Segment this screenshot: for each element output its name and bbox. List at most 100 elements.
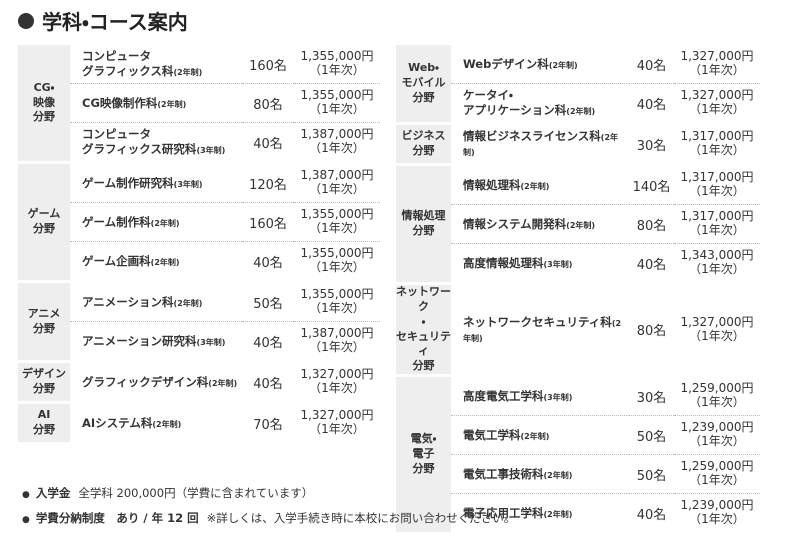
fee: 1,355,000円	[300, 49, 374, 64]
course-name-cell: ゲーム企画科(2年制)	[70, 241, 242, 283]
capacity: 50名	[242, 281, 294, 322]
course-name-cell: ゲーム制作研究科(3年制)	[70, 162, 242, 203]
course-name: 電気工事技術科	[463, 466, 544, 481]
course-term: (2年制)	[548, 60, 578, 70]
capacity: 30名	[629, 375, 674, 417]
field-cell: AI 分野	[18, 402, 70, 445]
fee-cell: 1,239,000円 （1年次）	[674, 493, 760, 536]
course-row: 電気工事技術科(2年制) 50名 1,259,000円 （1年次）	[396, 454, 760, 495]
note-text: 全学科 200,000円（学費に含まれています）	[78, 486, 314, 500]
fee-cell: 1,327,000円 （1年次）	[674, 83, 760, 125]
field-cell: ゲーム 分野	[18, 162, 70, 283]
capacity: 40名	[242, 361, 294, 404]
course-name-cell: ゲーム制作科(2年制)	[70, 202, 242, 242]
course-name: ゲーム制作科	[82, 214, 151, 229]
course-row: アニメーション研究科(3年制) 40名 1,387,000円 （1年次）	[18, 321, 380, 363]
capacity: 40名	[242, 241, 294, 283]
course-name-cell: コンピュータ グラフィックス科(2年制)	[70, 45, 242, 84]
course-row: Web・ モバイル 分野 Webデザイン科(2年制) 40名 1,327,000円 （1…	[396, 45, 760, 125]
course-name-cell: 電気工学科(2年制)	[451, 415, 629, 456]
note-text: ※詳しくは、入学手続き時に本校にお問い合わせください。	[206, 511, 516, 525]
fee-cell: 1,355,000円 （1年次）	[294, 83, 380, 123]
fee-year: （1年次）	[689, 473, 745, 488]
fee-year: （1年次）	[689, 328, 745, 343]
course-name: ゲーム企画科	[82, 253, 151, 268]
fee-year: （1年次）	[689, 434, 745, 449]
course-name: アニメーション科	[82, 294, 174, 309]
course-name-cell: AIシステム科(2年制)	[70, 402, 242, 445]
fee: 1,239,000円	[680, 420, 754, 435]
course-name-cell: 高度情報処理科(3年制)	[451, 243, 629, 285]
capacity: 40名	[242, 122, 294, 164]
fee-cell: 1,327,000円 （1年次）	[294, 361, 380, 404]
course-name: ケータイ・ アプリケーション科	[463, 88, 567, 117]
course-name-cell: 情報処理科(2年制)	[451, 164, 629, 205]
fee: 1,355,000円	[300, 88, 374, 103]
course-row: ケータイ・ アプリケーション科(2年制) 40名 1,327,000円 （1年次）	[396, 83, 760, 125]
capacity: 50名	[629, 454, 674, 495]
fee-year: （1年次）	[309, 221, 365, 235]
course-name: AIシステム科	[82, 415, 153, 430]
course-row: 電気・ 電子 分野 高度電気工学科(3年制) 30名 1,259,000円 （1年次）	[396, 375, 760, 536]
course-term: (3年制)	[196, 337, 226, 347]
fee: 1,355,000円	[300, 287, 374, 302]
fee-year: （1年次）	[689, 223, 745, 237]
course-term: (2年制)	[520, 181, 550, 191]
field-cell: ネットワーク ・ セキュリティ 分野	[396, 283, 451, 378]
course-name-cell: コンピュータ グラフィックス研究科(3年制)	[70, 122, 242, 164]
course-name: 情報システム開発科	[463, 216, 567, 231]
fee-year: （1年次）	[309, 340, 365, 354]
fee-year: （1年次）	[309, 260, 365, 274]
capacity: 80名	[242, 83, 294, 123]
course-row: ゲーム制作科(2年制) 160名 1,355,000円 （1年次）	[18, 202, 380, 242]
fee-year: （1年次）	[689, 262, 745, 276]
fee-cell: 1,355,000円 （1年次）	[294, 45, 380, 84]
fee-year: （1年次）	[689, 143, 745, 157]
fee: 1,327,000円	[680, 314, 754, 329]
fee-cell: 1,387,000円 （1年次）	[294, 122, 380, 164]
fee: 1,355,000円	[300, 246, 374, 261]
course-name: ネットワークセキュリティ科	[463, 314, 612, 329]
course-name: CG映像制作科	[82, 95, 158, 110]
course-row: 情報システム開発科(2年制) 80名 1,317,000円 （1年次）	[396, 204, 760, 244]
course-name: 高度情報処理科	[463, 255, 544, 270]
course-name-cell: ネットワークセキュリティ科(2年制)	[451, 283, 629, 378]
table-body: Web・ モバイル 分野 Webデザイン科(2年制) 40名 1,327,000円 （1…	[396, 45, 760, 536]
course-name-cell: 情報システム開発科(2年制)	[451, 204, 629, 244]
capacity: 50名	[629, 415, 674, 456]
field-cell: ビジネス 分野	[396, 123, 451, 166]
fee: 1,387,000円	[300, 326, 374, 341]
course-name: 電子応用工学科	[463, 505, 544, 520]
capacity: 30名	[629, 123, 674, 166]
fee: 1,327,000円	[300, 367, 374, 382]
fee-year: （1年次）	[309, 63, 365, 77]
fee-cell: 1,259,000円 （1年次）	[674, 375, 760, 417]
capacity: 140名	[629, 164, 674, 205]
fee: 1,317,000円	[680, 170, 754, 185]
course-name: コンピュータ グラフィックス科	[82, 49, 174, 78]
course-name-cell: Webデザイン科(2年制)	[451, 45, 629, 84]
capacity: 40名	[242, 321, 294, 363]
fee-cell: 1,387,000円 （1年次）	[294, 321, 380, 363]
course-name: 情報ビジネスライセンス科	[463, 129, 601, 144]
fee: 1,355,000円	[300, 207, 374, 222]
fee-cell: 1,327,000円 （1年次）	[674, 283, 760, 378]
fee-cell: 1,387,000円 （1年次）	[294, 162, 380, 203]
fee-cell: 1,327,000円 （1年次）	[674, 45, 760, 84]
fee-cell: 1,355,000円 （1年次）	[294, 241, 380, 283]
course-name: 高度電気工学科	[463, 388, 544, 403]
course-term: (3年制)	[543, 392, 573, 402]
fee: 1,327,000円	[680, 49, 754, 64]
fee-year: （1年次）	[309, 102, 365, 116]
field-cell: デザイン 分野	[18, 361, 70, 404]
course-row: ゲーム企画科(2年制) 40名 1,355,000円 （1年次）	[18, 241, 380, 283]
course-name-cell: 電子応用工学科(2年制)	[451, 493, 629, 536]
capacity: 80名	[629, 204, 674, 244]
field-cell: Web・ モバイル 分野	[396, 45, 451, 125]
table-body: CG・ 映像 分野 コンピュータ グラフィックス科(2年制) 160名 1,355,0…	[18, 45, 380, 445]
fee-cell: 1,343,000円 （1年次）	[674, 243, 760, 285]
fee: 1,259,000円	[680, 381, 754, 396]
note-bullet: ●	[22, 515, 30, 525]
